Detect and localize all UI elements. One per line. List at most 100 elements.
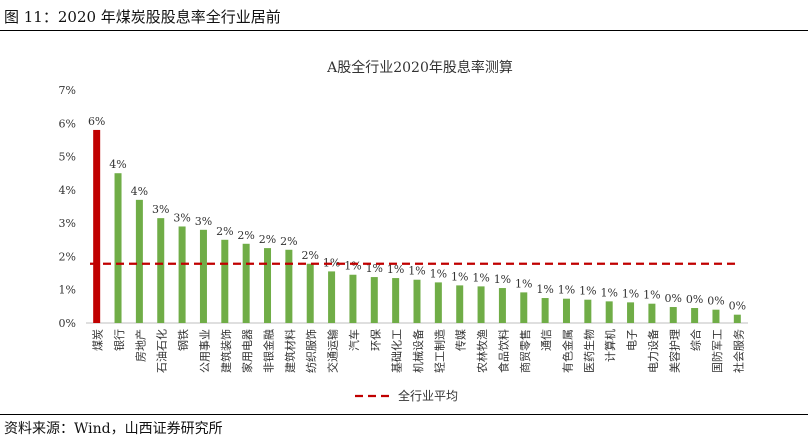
category-label: 交通运输 — [326, 329, 340, 373]
category-label: 石油石化 — [155, 329, 169, 373]
data-label: 4% — [109, 158, 126, 171]
data-label: 1% — [643, 289, 660, 302]
figure-title: 图 11：2020 年煤炭股股息率全行业居前 — [4, 8, 281, 26]
data-label: 2% — [259, 233, 276, 246]
data-label: 2% — [216, 225, 233, 238]
category-label: 有色金属 — [560, 329, 574, 373]
category-label: 基础化工 — [390, 329, 404, 373]
category-label: 钢铁 — [177, 329, 190, 351]
source-note: 资料来源：Wind，山西证券研究所 — [4, 421, 223, 437]
data-label: 2% — [280, 235, 297, 248]
category-label: 机械设备 — [411, 329, 425, 373]
category-label: 纺织服饰 — [304, 329, 318, 373]
data-label: 3% — [195, 215, 212, 228]
bar — [541, 298, 549, 323]
category-label: 环保 — [368, 329, 382, 351]
y-tick-label: 7% — [59, 84, 76, 97]
data-label: 1% — [472, 271, 489, 284]
bar — [733, 314, 741, 323]
category-label: 通信 — [540, 329, 553, 351]
category-label: 国防军工 — [710, 329, 724, 373]
data-label: 1% — [622, 287, 639, 300]
y-axis: 0% 1% 2% 3% 4% 5% 6% 7% — [59, 84, 76, 330]
category-label: 银行 — [112, 329, 126, 351]
data-label: 4% — [131, 185, 148, 198]
data-label: 1% — [494, 273, 511, 286]
category-label: 公用事业 — [198, 329, 211, 373]
y-tick-label: 4% — [59, 184, 76, 197]
bar — [242, 243, 250, 323]
data-label: 1% — [536, 283, 553, 296]
data-label: 2% — [301, 249, 318, 262]
data-label: 1% — [515, 277, 532, 290]
category-label: 电子 — [626, 329, 639, 351]
data-label: 3% — [173, 211, 190, 224]
bar — [584, 299, 592, 323]
bar — [605, 301, 613, 323]
y-tick-label: 6% — [59, 117, 76, 130]
bar — [114, 173, 122, 323]
category-label: 美容护理 — [667, 329, 681, 373]
legend: 全行业平均 — [355, 388, 458, 403]
category-label: 房地产 — [133, 329, 147, 362]
category-label: 传媒 — [455, 329, 468, 351]
category-label: 商贸零售 — [518, 329, 532, 373]
data-label: 1% — [451, 270, 468, 283]
data-label: 1% — [387, 263, 404, 276]
bar — [648, 303, 656, 323]
data-label: 3% — [152, 203, 169, 216]
data-label: 6% — [88, 115, 105, 128]
data-label: 1% — [600, 286, 617, 299]
bar — [562, 298, 570, 323]
y-tick-label: 3% — [59, 217, 76, 230]
category-label: 家用电器 — [240, 329, 254, 373]
top-rule — [0, 30, 808, 31]
bar — [477, 286, 485, 323]
category-label: 轻工制造 — [432, 329, 446, 373]
bar — [306, 263, 314, 323]
bar — [691, 308, 699, 323]
category-label: 食品饮料 — [496, 329, 510, 373]
bar — [392, 278, 400, 323]
bar — [264, 248, 272, 323]
bar — [199, 229, 207, 323]
bar — [498, 288, 506, 323]
bottom-rule — [0, 414, 808, 415]
bar — [349, 274, 357, 323]
category-label: 计算机 — [603, 329, 617, 362]
y-tick-label: 2% — [59, 250, 76, 263]
y-tick-label: 5% — [59, 151, 76, 164]
bar — [157, 218, 165, 323]
category-label: 社会服务 — [731, 329, 745, 373]
y-tick-label: 1% — [59, 284, 76, 297]
bar — [221, 239, 229, 323]
bar — [178, 226, 186, 323]
category-label: 综合 — [689, 329, 703, 351]
data-label: 1% — [558, 284, 575, 297]
data-label: 0% — [686, 293, 703, 306]
data-label: 2% — [237, 229, 254, 242]
bar — [456, 285, 464, 323]
chart-title: A股全行业2020年股息率测算 — [326, 59, 513, 76]
bar — [370, 277, 378, 323]
bar — [520, 292, 528, 323]
bar — [93, 129, 101, 323]
bar — [413, 279, 421, 323]
category-label: 建筑材料 — [283, 329, 297, 373]
category-label: 农林牧渔 — [475, 329, 489, 373]
bar — [712, 309, 720, 323]
data-label: 0% — [729, 300, 746, 313]
data-label: 1% — [579, 285, 596, 298]
bar — [285, 249, 293, 323]
y-tick-label: 0% — [59, 317, 76, 330]
data-label: 1% — [344, 260, 361, 273]
data-labels: 6% 4% 4% 3% 3% 3% 2% 2% 2% 2% 2% 1% 1% 1% 1% 1% 1% 1% 1% 1%… — [88, 115, 746, 313]
bar — [135, 199, 143, 323]
legend-label: 全行业平均 — [398, 388, 458, 403]
bars — [93, 129, 741, 323]
category-label: 建筑装饰 — [219, 329, 233, 373]
bar-chart: A股全行业2020年股息率测算 0% 1% 2% 3% 4% 5% 6% 7% 6% 4% 4% 3… — [59, 59, 748, 403]
data-label: 1% — [408, 265, 425, 278]
category-label: 非银金融 — [262, 329, 276, 373]
category-label: 电力设备 — [646, 329, 660, 373]
